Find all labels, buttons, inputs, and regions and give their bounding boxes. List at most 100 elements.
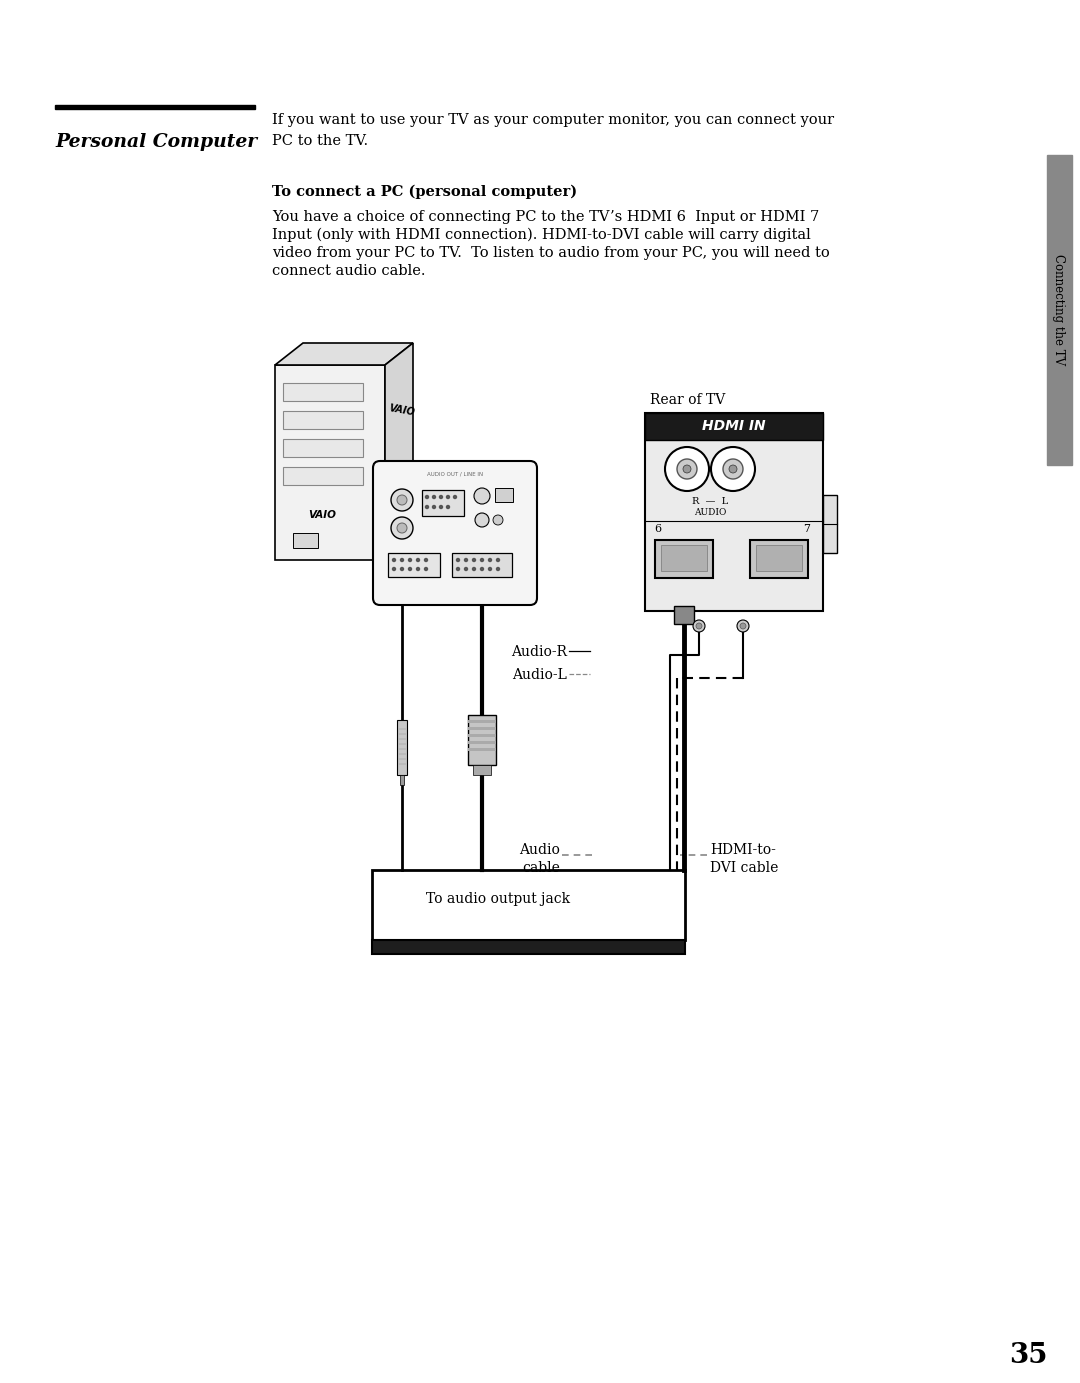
- Bar: [400, 774, 404, 786]
- Bar: [645, 414, 823, 440]
- Circle shape: [392, 559, 395, 561]
- Bar: [399, 743, 406, 745]
- Bar: [674, 606, 694, 624]
- Bar: [468, 748, 496, 751]
- Bar: [495, 488, 513, 502]
- Circle shape: [454, 495, 457, 498]
- Circle shape: [497, 559, 499, 561]
- Bar: [654, 539, 713, 578]
- Circle shape: [408, 559, 411, 561]
- Bar: [283, 411, 363, 429]
- Text: If you want to use your TV as your computer monitor, you can connect your
PC to : If you want to use your TV as your compu…: [272, 113, 834, 148]
- Circle shape: [711, 447, 755, 491]
- Bar: [293, 532, 318, 548]
- Circle shape: [401, 567, 404, 571]
- Circle shape: [392, 567, 395, 571]
- Bar: [275, 365, 384, 560]
- Bar: [388, 553, 440, 577]
- Circle shape: [473, 567, 475, 571]
- Circle shape: [723, 459, 743, 479]
- Bar: [399, 758, 406, 761]
- Circle shape: [417, 559, 419, 561]
- Circle shape: [432, 506, 435, 509]
- Circle shape: [473, 559, 475, 561]
- Bar: [473, 765, 491, 774]
- Bar: [399, 727, 406, 730]
- Circle shape: [408, 567, 411, 571]
- Bar: [645, 414, 823, 611]
- Text: To connect a PC (personal computer): To connect a PC (personal computer): [272, 185, 577, 199]
- Circle shape: [457, 567, 459, 571]
- Circle shape: [417, 567, 419, 571]
- Circle shape: [446, 495, 449, 498]
- FancyBboxPatch shape: [373, 461, 537, 604]
- Bar: [661, 545, 707, 571]
- Text: Audio-R: Audio-R: [511, 644, 567, 660]
- Circle shape: [492, 514, 503, 526]
- Circle shape: [665, 447, 708, 491]
- Circle shape: [464, 567, 468, 571]
- Bar: [468, 741, 496, 744]
- Bar: [756, 545, 802, 571]
- Text: R  —  L: R — L: [692, 496, 728, 506]
- Circle shape: [424, 559, 428, 561]
- Circle shape: [397, 495, 407, 505]
- Circle shape: [440, 495, 443, 498]
- Bar: [399, 748, 406, 750]
- Circle shape: [488, 559, 491, 561]
- Text: You have a choice of connecting PC to the TV’s HDMI 6  Input or HDMI 7: You have a choice of connecting PC to th…: [272, 210, 820, 224]
- Bar: [453, 553, 512, 577]
- Text: Audio-L: Audio-L: [512, 668, 567, 682]
- Bar: [283, 467, 363, 485]
- Bar: [372, 870, 685, 940]
- Circle shape: [737, 620, 750, 632]
- Circle shape: [475, 513, 489, 527]
- Circle shape: [426, 506, 429, 509]
- Bar: [372, 940, 685, 954]
- Circle shape: [440, 506, 443, 509]
- Bar: [468, 715, 496, 765]
- Circle shape: [677, 459, 697, 479]
- Bar: [468, 734, 496, 737]
- Circle shape: [729, 465, 737, 473]
- Text: Input (only with HDMI connection). HDMI-to-DVI cable will carry digital: Input (only with HDMI connection). HDMI-…: [272, 228, 811, 242]
- Bar: [468, 727, 496, 730]
- Circle shape: [457, 559, 459, 561]
- Bar: [283, 383, 363, 401]
- Bar: [422, 490, 464, 516]
- Text: HDMI-to-
DVI cable: HDMI-to- DVI cable: [710, 844, 779, 875]
- Bar: [55, 105, 255, 109]
- Circle shape: [497, 567, 499, 571]
- Text: 6: 6: [654, 524, 661, 534]
- Text: Rear of TV: Rear of TV: [650, 393, 726, 407]
- Circle shape: [464, 559, 468, 561]
- Text: Audio
cable: Audio cable: [519, 844, 561, 875]
- Text: Connecting the TV: Connecting the TV: [1053, 254, 1066, 365]
- Text: 35: 35: [1009, 1342, 1048, 1369]
- Text: To audio output jack: To audio output jack: [427, 892, 570, 906]
- Bar: [468, 721, 496, 723]
- Text: AUDIO: AUDIO: [693, 508, 726, 517]
- Bar: [399, 733, 406, 734]
- Circle shape: [693, 620, 705, 632]
- Text: HDMI IN: HDMI IN: [702, 419, 766, 433]
- Circle shape: [481, 567, 484, 571]
- Circle shape: [401, 559, 404, 561]
- Circle shape: [683, 465, 691, 473]
- Text: VAIO: VAIO: [308, 510, 336, 520]
- Bar: [397, 721, 407, 774]
- Bar: [283, 438, 363, 456]
- Bar: [750, 539, 808, 578]
- Circle shape: [397, 523, 407, 532]
- Bar: [399, 739, 406, 740]
- Circle shape: [432, 495, 435, 498]
- Text: connect audio cable.: connect audio cable.: [272, 264, 426, 278]
- Circle shape: [391, 517, 413, 539]
- Circle shape: [740, 622, 746, 629]
- Circle shape: [446, 506, 449, 509]
- Text: AUDIO OUT / LINE IN: AUDIO OUT / LINE IN: [427, 472, 483, 477]
- Bar: [399, 763, 406, 765]
- Circle shape: [481, 559, 484, 561]
- Bar: [1047, 155, 1072, 465]
- Circle shape: [426, 495, 429, 498]
